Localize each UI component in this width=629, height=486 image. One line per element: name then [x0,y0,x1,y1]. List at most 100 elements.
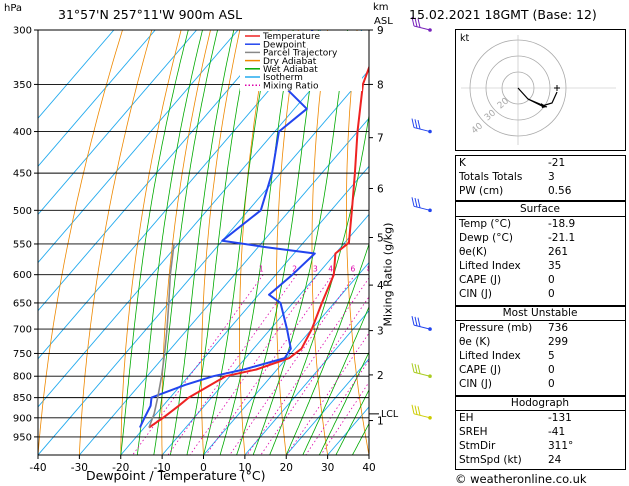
x-tick-label: -30 [71,462,88,474]
pressure-tick-label: 500 [13,206,32,217]
wind-barb-flag [411,315,415,326]
mixing-ratio-label: 2 [292,265,297,274]
legend-label: Dewpoint [263,40,306,50]
hodograph-title: Hodograph [510,397,570,409]
surface-row: θe(K) 261 [455,246,625,259]
isotherm-line [161,213,369,455]
wind-barb-staff [413,371,431,377]
most-unstable-label: θe (K) [459,336,491,348]
dry-adiabat-line [412,30,452,455]
hodograph-unit-label: kt [460,33,470,44]
index-label: PW (cm) [459,185,504,197]
hodograph-row: EH -131 [455,412,625,425]
wind-barb-flag [414,197,418,208]
isotherm-line [38,30,322,360]
isotherm-line [38,30,156,168]
pressure-tick-label: 600 [13,270,32,281]
surface-label: Temp (°C) [459,218,512,230]
most-unstable-label: CIN (J) [459,378,492,390]
legend-label: Isotherm [263,73,303,83]
wind-barb-staff [413,413,431,419]
most-unstable-value: 0 [548,364,555,376]
most-unstable-row: Pressure (mb) 736 [455,322,625,335]
pressure-tick-label: 700 [13,325,32,336]
table-divider [455,320,625,321]
surface-row: CIN (J) 0 [455,288,625,301]
series-dewpoint [138,30,316,428]
hodograph-ring-label: 40 [470,121,485,136]
mixing-ratio-label: 3 [313,265,318,274]
surface-label: CIN (J) [459,288,492,300]
surface-row: Dewp (°C) -21.1 [455,232,625,245]
wind-barb-staff [413,25,431,31]
surface-value: 0 [548,274,555,286]
hodograph-row: SREH -41 [455,426,625,439]
pressure-tick-label: 950 [13,432,32,443]
asl-unit-label: ASL [374,16,393,27]
pressure-tick-label: 800 [13,372,32,383]
index-value: 3 [548,171,555,183]
x-tick-label: 20 [280,462,293,474]
series-temperature [148,64,369,429]
hodograph-value: -131 [548,412,572,424]
wind-barb-flag [417,198,421,208]
index-row-k: K -21 [455,157,625,170]
x-tick-label: 10 [238,462,251,474]
isotherm-line [38,30,280,312]
hodograph-label: StmSpd (kt) [459,454,522,466]
wind-barb-staff [413,127,431,133]
legend-label: Dry Adiabat [263,57,317,67]
wind-barb-station [428,416,432,420]
km-tick-label: 6 [377,183,384,195]
hodograph-plot: kt 40 30 20 [460,33,616,145]
pressure-tick-label: 300 [13,26,32,37]
index-label: Totals Totals [459,171,523,183]
wind-barb-flag [414,119,418,129]
wet-adiabat-line [153,30,218,455]
km-tick-label: 4 [377,280,384,292]
mixing-ratio-label: 8 [367,265,372,274]
wet-adiabat-line [252,30,348,455]
datetime-title: 15.02.2021 18GMT (Base: 12) [409,7,597,22]
pressure-tick-label: 400 [13,127,32,138]
hodograph-panel: kt 40 30 20 [455,29,626,151]
isotherm-line [38,30,115,119]
mixing-ratio-label: 4 [328,265,333,274]
mixing-ratio-label: 20 [420,265,430,274]
pressure-tick-label: 650 [13,298,32,309]
index-value: 0.56 [548,185,572,197]
wind-barb-flag [414,363,418,374]
axes: 3003504004505005506006507007508008509009… [13,25,399,474]
mixing-ratio-line [260,296,369,455]
hodograph-value: -41 [548,426,566,438]
indices-table [455,155,626,201]
hodograph-row: StmSpd (kt) 24 [455,454,625,467]
x-tick-label: -20 [112,462,129,474]
x-axis-label: Dewpoint / Temperature (°C) [86,468,266,483]
km-tick-label: 2 [377,370,384,382]
surface-row: Lifted Index 35 [455,260,625,273]
mixing-ratio-label: 15 [402,265,412,274]
wind-barb-staff [413,324,431,330]
x-tick-label: -40 [29,462,46,474]
wind-barb-flag [411,197,415,207]
most-unstable-label: CAPE (J) [459,364,502,376]
hpa-unit-label: hPa [4,3,23,14]
surface-table [455,201,626,306]
surface-label: θe(K) [459,246,487,258]
km-tick-label: 7 [377,133,384,145]
km-tick-label: 8 [377,79,384,91]
mixing-ratio-label: 1 [259,265,264,274]
wind-barb-flag [417,364,421,374]
surface-value: 261 [548,246,569,258]
most-unstable-row: CIN (J) 0 [455,378,625,391]
dry-adiabat-line [239,30,270,455]
km-tick-label: 1 [377,416,384,428]
km-tick-label: 3 [377,326,384,338]
surface-value: -18.9 [548,218,576,230]
isotherm-line [79,117,369,455]
surface-label: Lifted Index [459,260,521,272]
most-unstable-table [455,306,626,396]
